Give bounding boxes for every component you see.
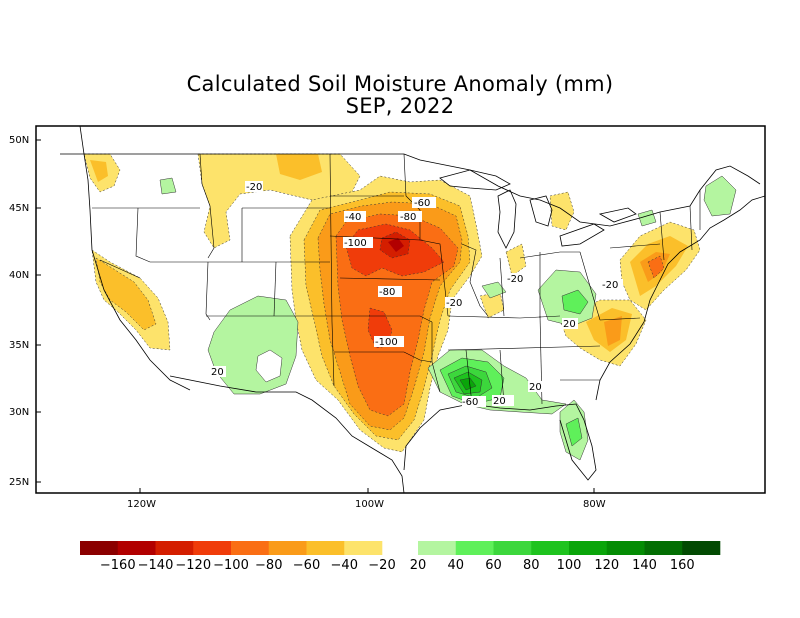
legend-label: −20 bbox=[368, 558, 395, 573]
lat-label: 45N bbox=[9, 203, 29, 214]
legend-label: 20 bbox=[410, 558, 427, 573]
legend-swatch bbox=[418, 541, 457, 555]
color-legend: −160 −140 −120 −100 −80 −60 −40 −20 20 40 60 80 100 1… bbox=[80, 541, 721, 573]
basemap-lines bbox=[60, 126, 765, 493]
contour-labels: -20 -60 -40 -80 -100 -80 -100 -20 -20 -2… bbox=[210, 181, 623, 408]
legend-swatch bbox=[193, 541, 232, 555]
legend-label: −80 bbox=[255, 558, 282, 573]
contour-label: -100 bbox=[344, 238, 367, 249]
map-subtitle: SEP, 2022 bbox=[345, 94, 455, 118]
contour-label: -20 bbox=[246, 182, 262, 193]
contour-label: -60 bbox=[414, 198, 430, 209]
legend-label: −60 bbox=[293, 558, 320, 573]
contour-label: 20 bbox=[529, 382, 542, 393]
legend-label: 80 bbox=[523, 558, 540, 573]
legend-label: 100 bbox=[557, 558, 582, 573]
anomaly-area-maine-wet bbox=[703, 175, 737, 217]
contour-label: -40 bbox=[345, 212, 361, 223]
legend-swatch bbox=[644, 541, 683, 555]
lat-label: 30N bbox=[9, 407, 29, 418]
contour-label: -80 bbox=[400, 212, 416, 223]
contour-label: -20 bbox=[507, 274, 523, 285]
anomaly-area-northern-rockies bbox=[197, 153, 361, 249]
contour-label: -100 bbox=[375, 337, 398, 348]
contour-label: -80 bbox=[379, 287, 395, 298]
latitude-axis: 50N 45N 40N 35N 30N 25N bbox=[9, 135, 41, 488]
lat-label: 35N bbox=[9, 340, 29, 351]
contour-label: 20 bbox=[563, 319, 576, 330]
legend-swatch bbox=[155, 541, 194, 555]
contour-label: -20 bbox=[446, 298, 462, 309]
lat-label: 40N bbox=[9, 270, 29, 281]
legend-label: 60 bbox=[485, 558, 502, 573]
legend-label: 40 bbox=[447, 558, 464, 573]
lat-label: 50N bbox=[9, 135, 29, 146]
contour-label: 20 bbox=[211, 367, 224, 378]
legend-label: −120 bbox=[175, 558, 211, 573]
contour-label: -20 bbox=[602, 280, 618, 291]
legend-swatch bbox=[117, 541, 156, 555]
legend-label: −140 bbox=[138, 558, 174, 573]
contour-label: -60 bbox=[462, 397, 478, 408]
lon-label: 100W bbox=[355, 499, 384, 510]
legend-swatch bbox=[455, 541, 494, 555]
anomaly-area-westcoast-40 bbox=[95, 257, 157, 331]
legend-label: −40 bbox=[331, 558, 358, 573]
legend-swatch bbox=[80, 541, 119, 555]
lon-label: 120W bbox=[127, 499, 156, 510]
map-frame bbox=[35, 125, 766, 494]
lon-label: 80W bbox=[583, 499, 606, 510]
legend-swatch bbox=[531, 541, 570, 555]
legend-swatch bbox=[344, 541, 383, 555]
legend-swatch bbox=[493, 541, 532, 555]
legend-swatch bbox=[268, 541, 307, 555]
longitude-axis: 120W 100W 80W bbox=[127, 488, 606, 510]
legend-swatch bbox=[306, 541, 345, 555]
legend-label: −100 bbox=[213, 558, 249, 573]
lat-label: 25N bbox=[9, 477, 29, 488]
legend-swatch bbox=[606, 541, 645, 555]
legend-label: −160 bbox=[100, 558, 136, 573]
legend-label: 120 bbox=[594, 558, 619, 573]
legend-swatch bbox=[231, 541, 270, 555]
contour-label: 20 bbox=[493, 396, 506, 407]
state-boundaries bbox=[92, 153, 701, 405]
legend-swatch bbox=[569, 541, 608, 555]
legend-swatch bbox=[682, 541, 721, 555]
legend-label: 140 bbox=[632, 558, 657, 573]
legend-label: 160 bbox=[670, 558, 695, 573]
map-title: Calculated Soil Moisture Anomaly (mm) bbox=[186, 72, 614, 96]
